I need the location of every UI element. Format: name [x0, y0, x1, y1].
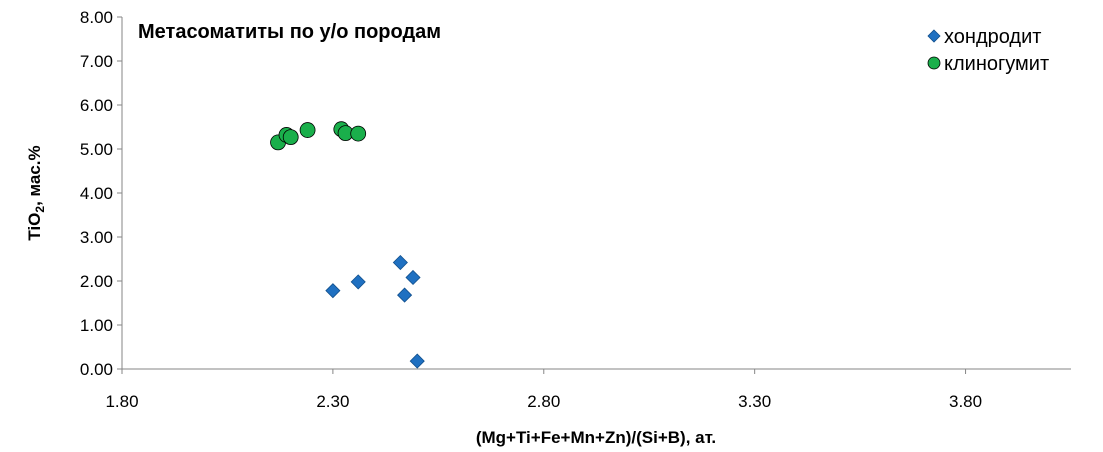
data-point-chondrodite: [392, 254, 408, 271]
legend-circle-marker: [927, 56, 941, 70]
x-axis-ticks: 1.80 2.30 2.80 3.30 3.80: [105, 369, 982, 411]
data-point-clinohumite: [299, 122, 316, 138]
y-tick-label: 7.00: [80, 52, 113, 71]
y-axis-title: TiO2, мас.%: [25, 145, 47, 240]
y-axis-title-rest: , мас.%: [25, 145, 44, 206]
legend: хондродит клиногумит: [927, 26, 1049, 75]
y-axis-title-main: TiO: [25, 213, 44, 241]
legend-diamond-marker: [927, 29, 941, 43]
legend-label-clinohumite: клиногумит: [944, 53, 1049, 75]
data-point-chondrodite: [409, 353, 425, 369]
y-tick-label: 4.00: [80, 184, 113, 203]
x-tick-label: 1.80: [105, 392, 138, 411]
x-tick-label: 3.30: [738, 392, 771, 411]
y-tick-label: 6.00: [80, 96, 113, 115]
data-point-chondrodite: [405, 269, 421, 286]
x-tick-label: 2.80: [527, 392, 560, 411]
data-points: [270, 121, 425, 369]
legend-item-chondrodite: хондродит: [927, 26, 1041, 48]
y-tick-label: 0.00: [80, 360, 113, 379]
x-tick-label: 2.30: [316, 392, 349, 411]
data-point-chondrodite: [397, 287, 413, 303]
data-point-clinohumite: [350, 125, 367, 142]
x-tick-label: 3.80: [949, 392, 982, 411]
y-tick-label: 3.00: [80, 228, 113, 247]
y-tick-label: 1.00: [80, 316, 113, 335]
y-tick-label: 5.00: [80, 140, 113, 159]
data-point-chondrodite: [325, 283, 341, 299]
y-axis-title-subscript: 2: [33, 206, 47, 213]
chart-title: Метасоматиты по у/о породам: [138, 21, 441, 43]
x-axis-title: (Mg+Ti+Fe+Mn+Zn)/(Si+B), ат.: [476, 428, 716, 447]
y-tick-label: 2.00: [80, 272, 113, 291]
y-tick-label: 8.00: [80, 8, 113, 27]
data-point-chondrodite: [350, 274, 366, 290]
legend-item-clinohumite: клиногумит: [927, 53, 1049, 75]
data-point-clinohumite: [282, 129, 299, 146]
y-axis-ticks: 0.00 1.00 2.00 3.00 4.00 5.00 6.00 7.00 8.00: [80, 8, 122, 379]
legend-label-chondrodite: хондродит: [944, 26, 1041, 48]
